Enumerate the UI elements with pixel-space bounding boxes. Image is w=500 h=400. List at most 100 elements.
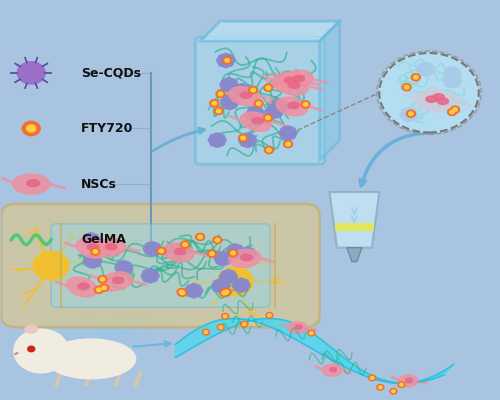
Polygon shape: [441, 364, 454, 376]
Circle shape: [448, 76, 456, 81]
Polygon shape: [334, 350, 340, 364]
Polygon shape: [189, 332, 198, 346]
Polygon shape: [432, 369, 446, 379]
Circle shape: [152, 243, 160, 248]
Polygon shape: [239, 319, 258, 320]
Circle shape: [452, 68, 460, 74]
Circle shape: [145, 249, 152, 255]
Circle shape: [216, 259, 223, 264]
Circle shape: [150, 276, 158, 282]
Ellipse shape: [25, 325, 38, 333]
Circle shape: [208, 250, 216, 257]
Circle shape: [252, 115, 258, 121]
Polygon shape: [396, 382, 415, 383]
Polygon shape: [184, 336, 192, 350]
Circle shape: [271, 113, 278, 118]
Ellipse shape: [46, 339, 136, 379]
Circle shape: [225, 278, 232, 284]
Circle shape: [404, 86, 409, 89]
Polygon shape: [330, 192, 380, 248]
Ellipse shape: [288, 102, 299, 109]
Polygon shape: [26, 313, 150, 355]
Circle shape: [87, 237, 95, 243]
Polygon shape: [356, 366, 369, 377]
Circle shape: [214, 280, 220, 286]
Circle shape: [124, 268, 131, 274]
Polygon shape: [305, 332, 314, 346]
Circle shape: [217, 287, 224, 293]
Circle shape: [86, 255, 92, 261]
Circle shape: [224, 315, 227, 318]
Polygon shape: [216, 320, 232, 328]
Circle shape: [218, 92, 222, 96]
Polygon shape: [370, 375, 387, 382]
Circle shape: [198, 235, 202, 239]
Circle shape: [251, 88, 256, 92]
Polygon shape: [296, 328, 306, 341]
Circle shape: [284, 130, 292, 136]
Ellipse shape: [426, 96, 437, 102]
Circle shape: [282, 103, 289, 109]
Circle shape: [448, 78, 456, 84]
Ellipse shape: [293, 76, 304, 82]
Circle shape: [241, 136, 246, 140]
Circle shape: [243, 282, 250, 288]
Circle shape: [100, 284, 108, 292]
Circle shape: [33, 251, 69, 280]
Circle shape: [224, 290, 229, 294]
Circle shape: [84, 258, 91, 264]
Circle shape: [238, 138, 246, 143]
Polygon shape: [341, 356, 350, 369]
Polygon shape: [259, 319, 277, 324]
Ellipse shape: [295, 325, 302, 329]
Circle shape: [210, 100, 219, 107]
Circle shape: [284, 134, 292, 140]
Circle shape: [210, 134, 217, 140]
Circle shape: [392, 390, 395, 393]
Circle shape: [214, 133, 221, 139]
Polygon shape: [280, 323, 294, 333]
Circle shape: [148, 242, 156, 247]
Circle shape: [159, 249, 164, 253]
Circle shape: [93, 261, 100, 267]
Polygon shape: [391, 382, 410, 383]
Circle shape: [235, 85, 242, 91]
Circle shape: [215, 238, 220, 242]
Circle shape: [250, 138, 256, 143]
Polygon shape: [289, 326, 302, 338]
Polygon shape: [383, 380, 402, 383]
Polygon shape: [321, 341, 325, 356]
Circle shape: [240, 134, 248, 140]
Polygon shape: [192, 331, 201, 345]
Circle shape: [120, 269, 128, 275]
Circle shape: [450, 106, 460, 113]
Polygon shape: [347, 248, 362, 262]
Circle shape: [254, 100, 263, 107]
Circle shape: [445, 74, 452, 80]
Polygon shape: [314, 337, 320, 352]
Circle shape: [256, 108, 262, 113]
Circle shape: [228, 277, 236, 282]
Circle shape: [221, 271, 228, 276]
Circle shape: [221, 286, 228, 292]
Circle shape: [185, 288, 192, 294]
Polygon shape: [380, 379, 399, 383]
Circle shape: [194, 285, 201, 290]
Circle shape: [214, 256, 222, 261]
Polygon shape: [320, 21, 340, 160]
Polygon shape: [283, 324, 297, 334]
Polygon shape: [328, 344, 330, 359]
Circle shape: [230, 103, 237, 108]
Polygon shape: [324, 342, 328, 358]
Circle shape: [427, 66, 434, 72]
Circle shape: [272, 100, 280, 106]
Circle shape: [222, 288, 231, 296]
Circle shape: [222, 97, 230, 102]
Circle shape: [271, 104, 278, 110]
Polygon shape: [182, 337, 188, 352]
Circle shape: [241, 321, 248, 327]
Circle shape: [224, 259, 230, 264]
Circle shape: [426, 70, 432, 75]
Circle shape: [216, 90, 225, 98]
Circle shape: [236, 245, 243, 251]
